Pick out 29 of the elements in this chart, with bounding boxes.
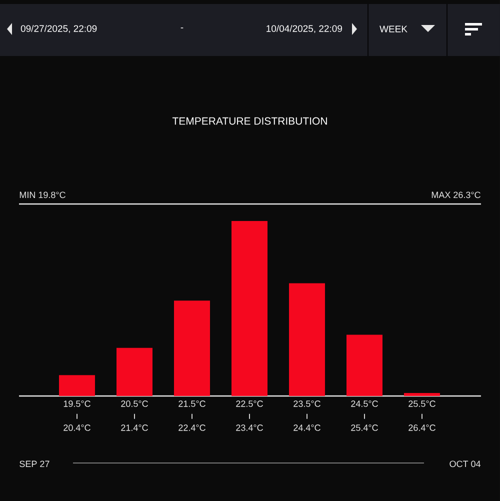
bar xyxy=(116,348,152,396)
chart-title: TEMPERATURE DISTRIBUTION xyxy=(172,117,327,125)
text: 26.4°C xyxy=(408,424,436,431)
text: 22.4°C xyxy=(178,424,206,431)
text: 25.4°C xyxy=(351,424,378,431)
x-tick-label: 19.5°C xyxy=(64,400,90,407)
x-tick-label: 23.5°C xyxy=(294,400,320,407)
text: 21.4°C xyxy=(121,424,148,431)
text: WEEK xyxy=(380,26,408,32)
text: 24.4°C xyxy=(294,424,320,431)
text: OCT 04 xyxy=(450,460,481,468)
x-tick-label: 21.5°C xyxy=(178,400,206,407)
text: 10/04/2025, 22:09 xyxy=(266,24,342,34)
text: SEP 27 xyxy=(20,460,50,468)
x-tick-label: 25.5°C xyxy=(408,400,436,407)
text: 09/27/2025, 22:09 xyxy=(20,24,97,34)
bar xyxy=(174,300,210,396)
x-tick-label: 20.5°C xyxy=(121,400,148,407)
text: 20.4°C xyxy=(64,424,90,431)
bar xyxy=(59,375,95,396)
x-tick-label: 22.5°C xyxy=(236,400,263,407)
bar xyxy=(288,283,325,396)
text: MIN 19.8°C xyxy=(20,192,66,198)
bar xyxy=(404,393,440,396)
bar xyxy=(346,334,382,396)
bar xyxy=(231,220,268,396)
x-tick-label: 24.5°C xyxy=(351,400,378,407)
text: MAX 26.3°C xyxy=(432,192,480,198)
text: 23.4°C xyxy=(236,424,263,431)
